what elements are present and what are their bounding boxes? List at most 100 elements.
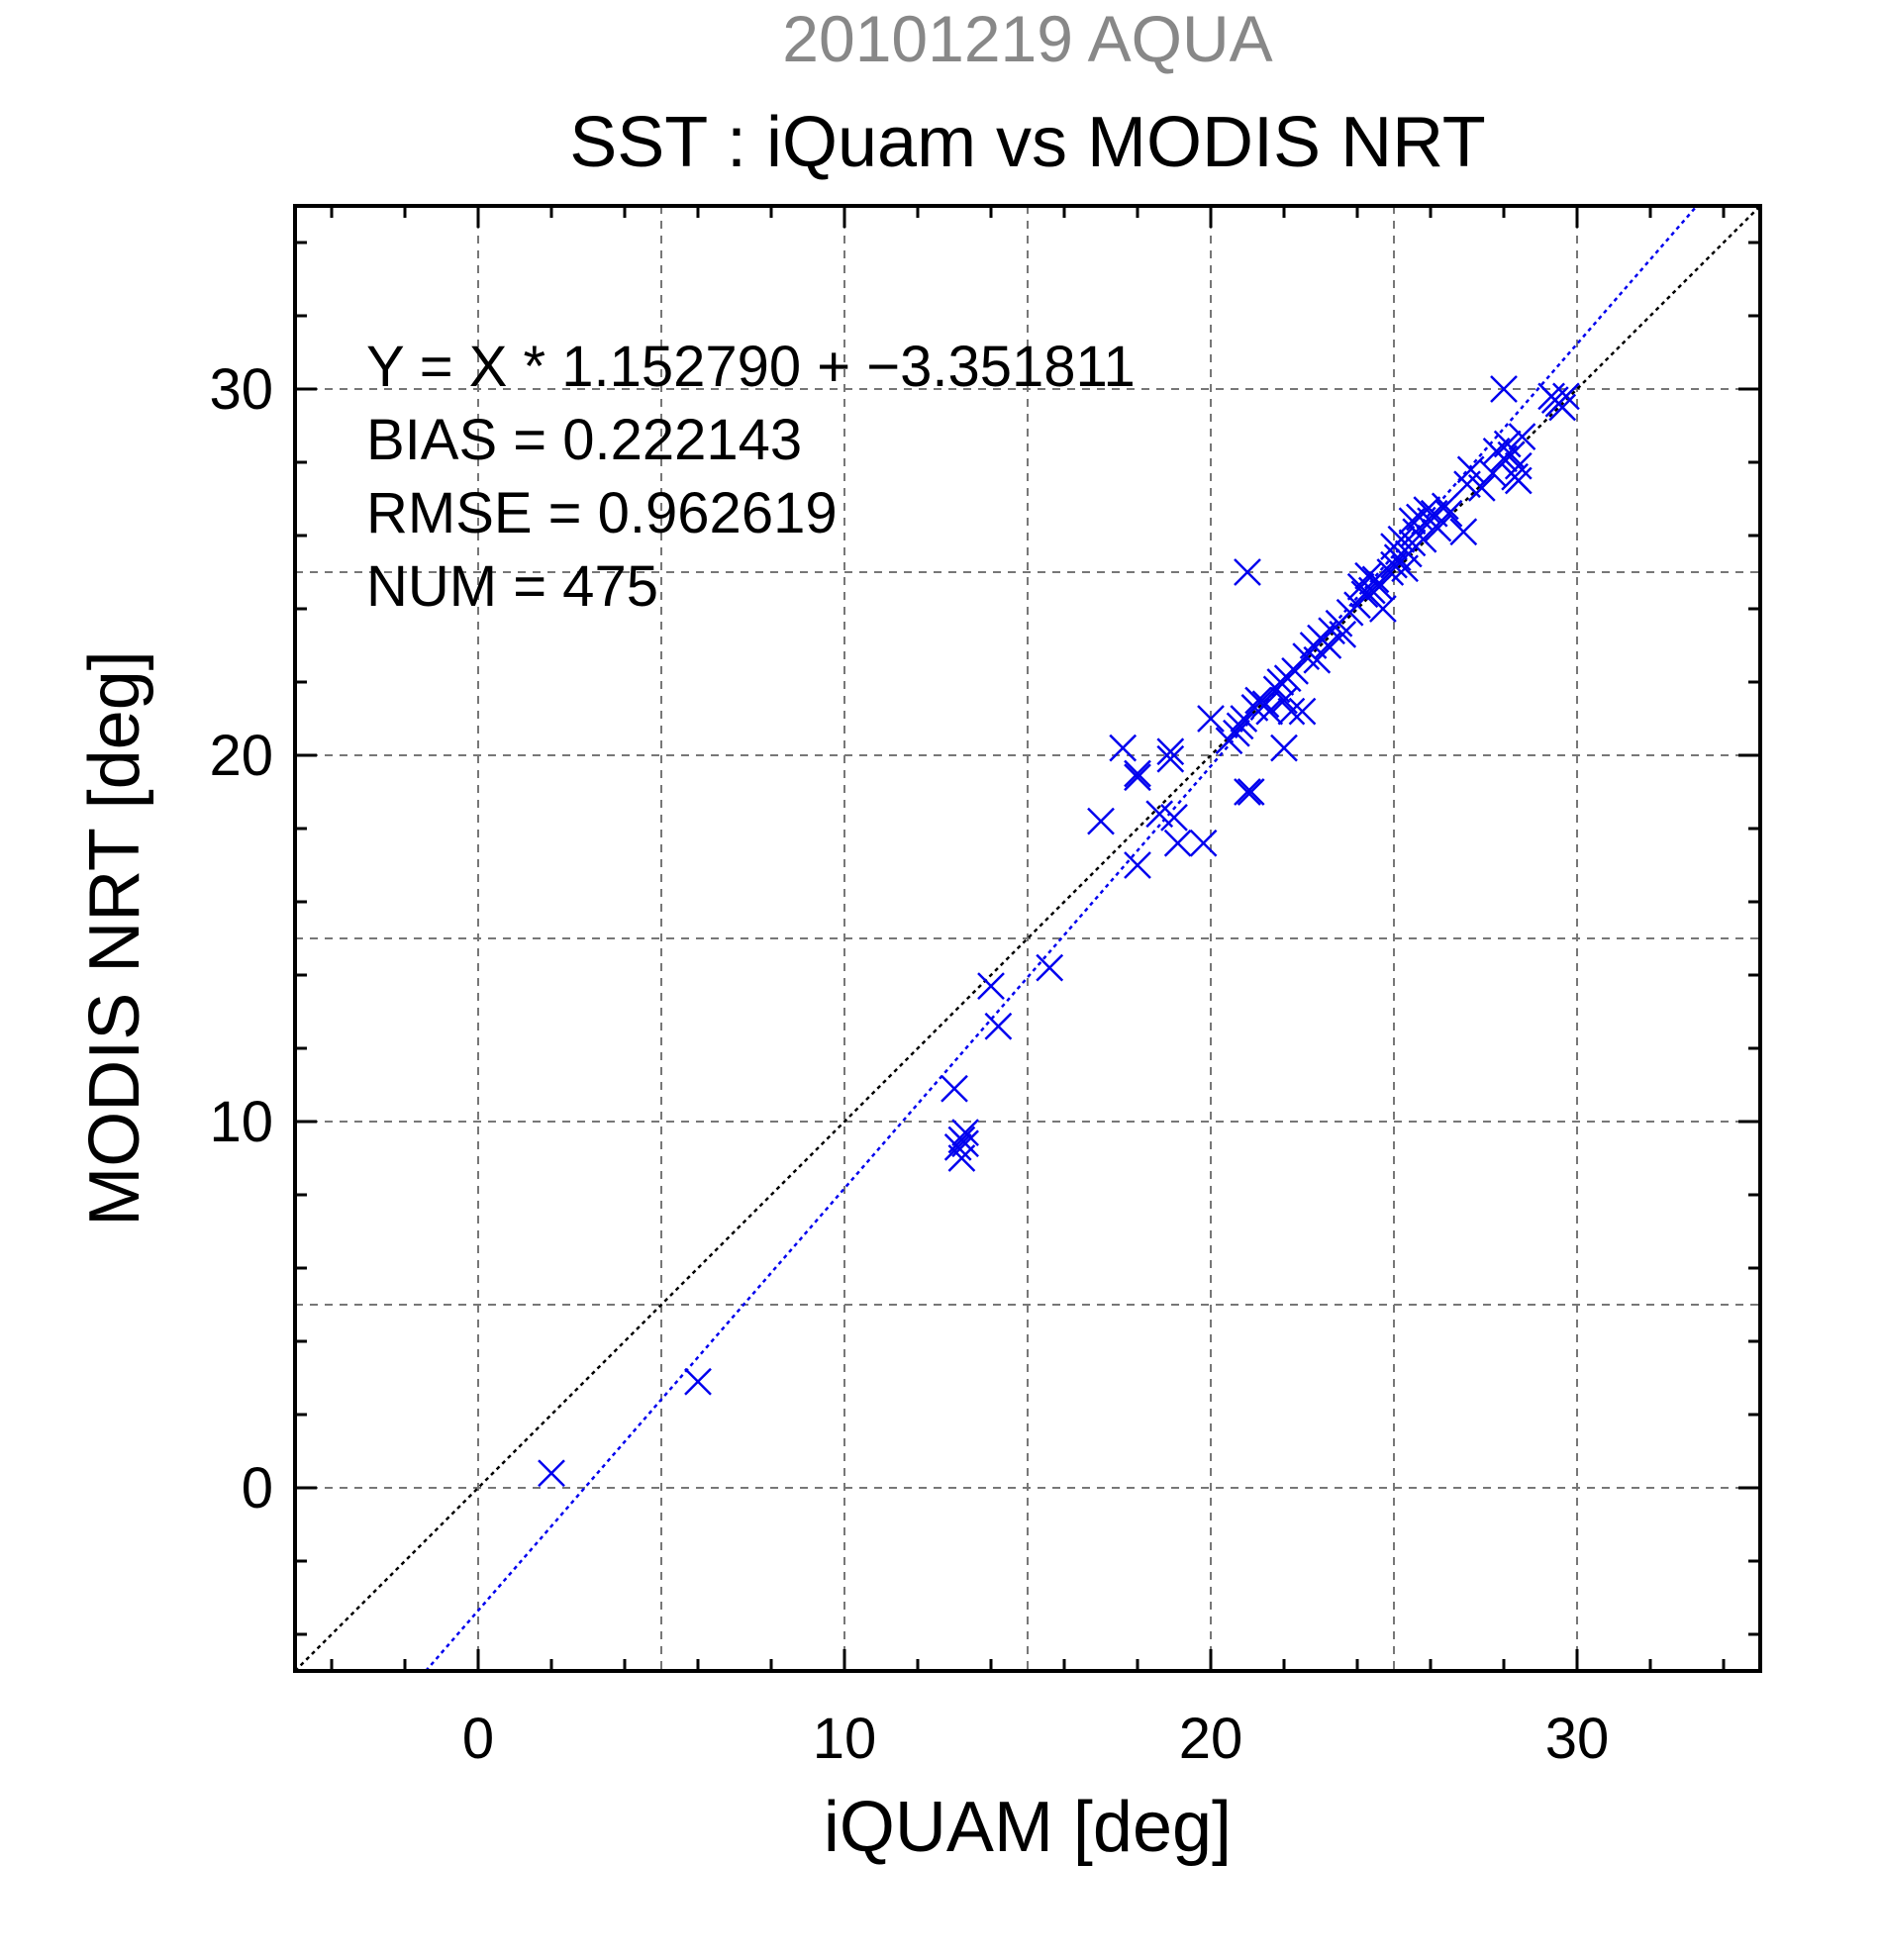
- x-tick-label: 0: [462, 1707, 494, 1771]
- marker-stroke: [1277, 697, 1306, 726]
- data-point: [1369, 595, 1397, 623]
- y-tick-label: 0: [242, 1456, 273, 1520]
- marker-stroke: [1350, 580, 1379, 609]
- y-axis-label: MODIS NRT [deg]: [75, 650, 154, 1226]
- marker-stroke: [1424, 514, 1452, 542]
- marker-stroke: [1124, 763, 1151, 792]
- marker-stroke: [1281, 657, 1309, 685]
- data-point: [951, 1129, 979, 1158]
- data-point: [1288, 697, 1317, 726]
- regression-line: [425, 205, 1698, 1672]
- data-point: [1251, 690, 1280, 719]
- data-point: [1156, 744, 1185, 773]
- marker-stroke: [1552, 382, 1580, 411]
- data-point: [1234, 778, 1261, 806]
- marker-stroke: [977, 972, 1005, 1000]
- data-point: [1409, 525, 1437, 553]
- marker-stroke: [1189, 829, 1218, 857]
- data-point: [1361, 565, 1390, 594]
- data-point: [1552, 382, 1580, 411]
- marker-stroke: [1237, 778, 1265, 806]
- grid-lines: [295, 206, 1760, 1671]
- data-point: [1329, 621, 1357, 648]
- marker-stroke: [1087, 807, 1115, 835]
- y-tick-label: 10: [209, 1090, 273, 1154]
- data-point: [1156, 737, 1185, 766]
- data-point: [1270, 734, 1298, 762]
- marker-stroke: [1508, 423, 1536, 450]
- data-point: [1189, 829, 1218, 857]
- tick-labels: 0 10 20 30 0 10 20 30: [209, 357, 1609, 1771]
- data-point: [1281, 657, 1309, 685]
- marker-stroke: [1409, 525, 1437, 553]
- y-tick-label: 20: [209, 724, 273, 788]
- data-point: [1424, 514, 1452, 542]
- stats-annotations: Y = X * 1.152790 + −3.351811 BIAS = 0.22…: [366, 335, 1136, 619]
- data-point: [1277, 697, 1306, 726]
- data-point: [977, 972, 1005, 1000]
- marker-stroke: [1163, 829, 1192, 857]
- data-point: [1234, 558, 1261, 586]
- marker-stroke: [951, 1119, 979, 1146]
- marker-stroke: [984, 1012, 1013, 1040]
- marker-stroke: [1431, 492, 1459, 521]
- marker-stroke: [684, 1367, 712, 1396]
- data-point: [1350, 580, 1379, 609]
- data-point: [1036, 953, 1064, 982]
- marker-stroke: [1251, 690, 1280, 719]
- data-point: [1508, 423, 1536, 450]
- x-tick-label: 10: [813, 1707, 877, 1771]
- data-point: [1223, 719, 1250, 747]
- y-tick-label: 30: [209, 357, 273, 422]
- marker-stroke: [1548, 393, 1577, 422]
- marker-stroke: [1156, 744, 1185, 773]
- marker-stroke: [1504, 451, 1533, 480]
- regression-equation: Y = X * 1.152790 + −3.351811: [366, 335, 1136, 399]
- marker-stroke: [1109, 734, 1138, 762]
- marker-stroke: [1240, 694, 1269, 722]
- marker-stroke: [1197, 705, 1225, 733]
- data-point: [1548, 393, 1577, 422]
- x-tick-label: 30: [1545, 1707, 1610, 1771]
- marker-stroke: [1124, 851, 1151, 879]
- plot-frame: [293, 204, 1762, 1673]
- marker-stroke: [1329, 621, 1357, 648]
- data-point: [1449, 518, 1478, 546]
- marker-stroke: [943, 1133, 972, 1161]
- data-point: [940, 1074, 968, 1103]
- marker-stroke: [1504, 466, 1533, 495]
- marker-stroke: [1226, 712, 1254, 740]
- marker-stroke: [1449, 518, 1478, 546]
- marker-stroke: [1160, 804, 1188, 832]
- data-point: [1490, 375, 1518, 403]
- data-point: [1160, 804, 1188, 832]
- data-point: [1237, 778, 1265, 806]
- chart-title: SST : iQuam vs MODIS NRT: [569, 103, 1486, 182]
- marker-stroke: [1234, 558, 1261, 586]
- data-point: [1197, 705, 1225, 733]
- data-point: [1467, 474, 1496, 502]
- data-point: [1398, 529, 1427, 557]
- marker-stroke: [1156, 737, 1185, 766]
- marker-stroke: [1369, 595, 1397, 623]
- data-point: [538, 1459, 565, 1488]
- marker-stroke: [1303, 645, 1332, 674]
- rmse-label: RMSE = 0.962619: [366, 481, 838, 545]
- data-point: [1504, 451, 1533, 480]
- x-tick-label: 20: [1179, 1707, 1243, 1771]
- num-label: NUM = 475: [366, 554, 658, 619]
- marker-stroke: [1490, 375, 1518, 403]
- data-point: [1124, 759, 1151, 788]
- data-point: [1087, 807, 1115, 835]
- marker-stroke: [940, 1074, 968, 1103]
- data-point: [1431, 492, 1459, 521]
- data-point: [1226, 712, 1254, 740]
- bias-label: BIAS = 0.222143: [366, 408, 802, 472]
- data-point: [984, 1012, 1013, 1040]
- marker-stroke: [1223, 719, 1250, 747]
- marker-stroke: [951, 1129, 979, 1158]
- x-axis-label: iQUAM [deg]: [824, 1788, 1232, 1867]
- marker-stroke: [1398, 529, 1427, 557]
- marker-stroke: [1234, 778, 1261, 806]
